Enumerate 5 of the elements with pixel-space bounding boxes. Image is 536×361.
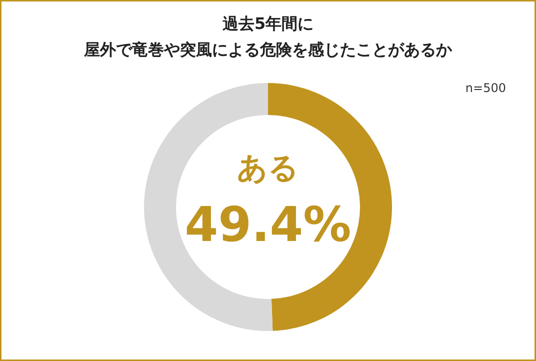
text: n=500 — [465, 81, 506, 95]
chart-subtitle: 屋外で竜巻や突風による危険を感じたことがあるか — [83, 40, 453, 59]
slice-label: ある — [237, 151, 299, 186]
data-label: 49.4% — [184, 197, 352, 253]
chart-title: 過去5年間に — [221, 14, 314, 33]
